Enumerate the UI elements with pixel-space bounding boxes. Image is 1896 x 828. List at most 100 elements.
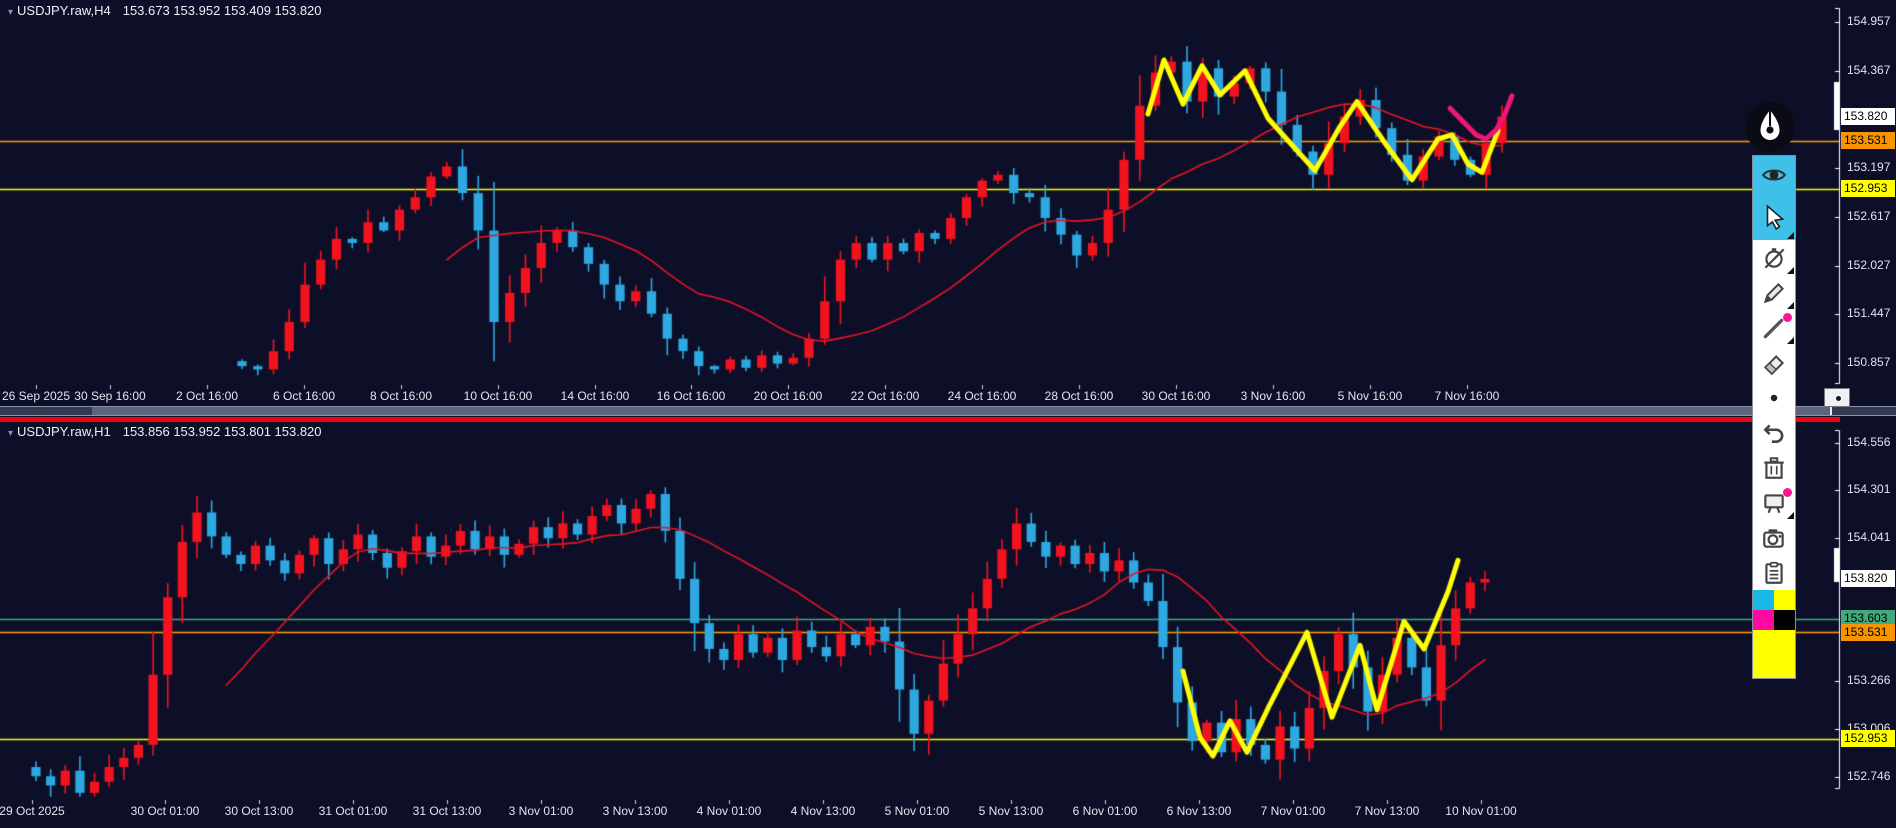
delete-tool[interactable] (1753, 450, 1795, 485)
date-tick-label: 3 Nov 16:00 (1240, 389, 1306, 403)
delete-tool-icon (1764, 456, 1784, 479)
date-tick-label: 20 Oct 16:00 (753, 389, 823, 403)
price-tick-label: 154.301 (1847, 482, 1891, 497)
horizontal-scrollbar[interactable] (0, 406, 1896, 416)
price-tick-label: 152.617 (1847, 208, 1891, 223)
date-tick-label: 31 Oct 13:00 (412, 804, 482, 818)
price-tick-label: 154.957 (1847, 13, 1891, 28)
color-swatch[interactable] (1753, 610, 1774, 630)
date-tick-label: 22 Oct 16:00 (850, 389, 920, 403)
undo-tool-icon (1763, 423, 1784, 443)
timer-off-tool[interactable] (1753, 240, 1795, 275)
price-tick-label: 153.197 (1847, 160, 1891, 175)
dot-tool-icon (1770, 394, 1778, 401)
color-swatch[interactable] (1774, 590, 1795, 610)
date-tick-label: 28 Oct 16:00 (1044, 389, 1114, 403)
title-marker-icon: ▾ (8, 428, 14, 439)
date-tick-label: 5 Nov 01:00 (884, 804, 950, 818)
scrollbar-thumb[interactable] (92, 407, 1832, 415)
price-badge: 153.820 (1841, 570, 1895, 588)
ohlc-values-h4: 153.673 153.952 153.409 153.820 (122, 3, 322, 18)
pink-dot-icon (1783, 488, 1792, 497)
clipboard-tool[interactable] (1753, 555, 1795, 590)
camera-tool-icon (1763, 528, 1784, 548)
date-tick-label: 26 Sep 2025 (1, 389, 71, 403)
drawing-toolbar (1752, 155, 1796, 679)
date-tick-label: 30 Oct 13:00 (224, 804, 294, 818)
date-tick-label: 16 Oct 16:00 (656, 389, 726, 403)
cursor-tool-icon (1766, 204, 1785, 230)
chart-title-h4: ▾ USDJPY.raw,H4 153.673 153.952 153.409 15… (8, 3, 322, 18)
date-tick-label: 8 Oct 16:00 (369, 389, 433, 403)
date-tick-label: 30 Oct 16:00 (1141, 389, 1211, 403)
panel-separator[interactable] (0, 417, 1840, 422)
date-tick-label: 30 Oct 01:00 (130, 804, 200, 818)
date-tick-label: 6 Nov 01:00 (1072, 804, 1138, 818)
date-tick-label: 5 Nov 13:00 (978, 804, 1044, 818)
price-tick-label: 153.266 (1847, 673, 1891, 688)
date-tick-label: 29 Oct 2025 (0, 804, 65, 818)
date-tick-label: 5 Nov 16:00 (1337, 389, 1403, 403)
corner-triangle-icon (1787, 302, 1794, 309)
price-tick-label: 150.857 (1847, 355, 1891, 370)
symbol-timeframe-h4: USDJPY.raw,H4 (17, 3, 111, 18)
camera-tool[interactable] (1753, 520, 1795, 555)
eraser-tool-icon (1763, 354, 1785, 375)
date-tick-label: 6 Oct 16:00 (272, 389, 336, 403)
price-tick-label: 152.027 (1847, 257, 1891, 272)
color-swatch-wide[interactable] (1753, 630, 1795, 678)
date-tick-label: 6 Nov 13:00 (1166, 804, 1232, 818)
splitter-button[interactable] (1824, 388, 1850, 407)
chart-title-h1: ▾ USDJPY.raw,H1 153.856 153.952 153.801 15… (8, 424, 322, 439)
date-tick-label: 4 Nov 01:00 (696, 804, 762, 818)
ohlc-values-h1: 153.856 153.952 153.801 153.820 (122, 424, 322, 439)
trendline-tool[interactable] (1753, 310, 1795, 345)
title-marker-icon: ▾ (8, 7, 14, 18)
date-tick-label: 24 Oct 16:00 (947, 389, 1017, 403)
eye-tool-icon (1761, 169, 1787, 181)
date-tick-label: 2 Oct 16:00 (175, 389, 239, 403)
date-tick-label: 3 Nov 01:00 (508, 804, 574, 818)
dot-tool[interactable] (1753, 380, 1795, 415)
price-badge: 153.820 (1841, 108, 1895, 126)
undo-tool[interactable] (1753, 415, 1795, 450)
pencil-tool[interactable] (1753, 275, 1795, 310)
timer-off-tool-icon (1764, 247, 1785, 269)
corner-triangle-icon (1787, 512, 1794, 519)
price-tick-label: 154.041 (1847, 530, 1891, 545)
date-tick-label: 7 Nov 13:00 (1354, 804, 1420, 818)
eraser-tool[interactable] (1753, 345, 1795, 380)
clipboard-tool-icon (1765, 561, 1783, 584)
whiteboard-tool[interactable] (1753, 485, 1795, 520)
price-badge: 153.531 (1841, 623, 1895, 641)
corner-triangle-icon (1787, 232, 1794, 239)
pen-tool-icon[interactable] (1744, 101, 1796, 153)
date-tick-label: 7 Nov 16:00 (1434, 389, 1500, 403)
cursor-tool[interactable] (1753, 194, 1795, 240)
price-tick-label: 152.746 (1847, 768, 1891, 783)
price-badge: 153.603 (1841, 610, 1895, 628)
date-tick-label: 10 Oct 16:00 (463, 389, 533, 403)
price-tick-label: 154.367 (1847, 63, 1891, 78)
date-tick-label: 4 Nov 13:00 (790, 804, 856, 818)
date-tick-label: 31 Oct 01:00 (318, 804, 388, 818)
corner-triangle-icon (1787, 267, 1794, 274)
color-swatch[interactable] (1774, 610, 1795, 630)
price-tick-label: 154.556 (1847, 435, 1891, 450)
color-swatch[interactable] (1753, 590, 1774, 610)
pink-dot-icon (1783, 313, 1792, 322)
price-badge: 153.531 (1841, 132, 1895, 150)
date-tick-label: 10 Nov 01:00 (1445, 804, 1517, 818)
date-tick-label: 14 Oct 16:00 (560, 389, 630, 403)
price-badge: 152.953 (1841, 180, 1895, 198)
date-tick-label: 30 Sep 16:00 (74, 389, 146, 403)
splitter-dot-icon (1836, 396, 1841, 401)
whiteboard-tool-icon (1764, 493, 1784, 513)
price-tick-label: 151.447 (1847, 305, 1891, 320)
price-badge: 152.953 (1841, 730, 1895, 748)
corner-triangle-icon (1787, 337, 1794, 344)
eye-tool[interactable] (1753, 156, 1795, 194)
date-tick-label: 3 Nov 13:00 (602, 804, 668, 818)
pencil-tool-icon (1763, 282, 1785, 303)
